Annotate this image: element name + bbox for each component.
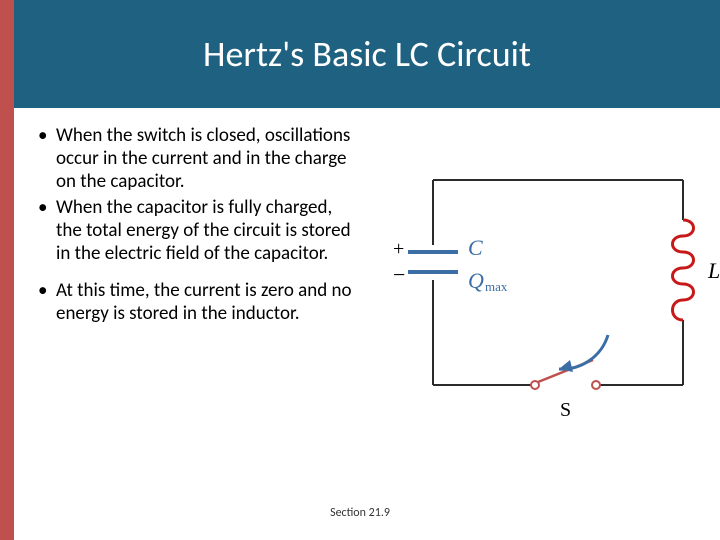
cap-plus-label: +	[393, 238, 404, 260]
capacitor-q-label: Q	[468, 268, 484, 293]
capacitor-c-label: C	[468, 235, 483, 260]
bullet-item: When the switch is closed, oscillations …	[28, 125, 358, 193]
lc-circuit-diagram: + − C Q max L S	[383, 160, 720, 440]
slide-header: Hertz's Basic LC Circuit	[14, 0, 720, 108]
bullet-list: When the switch is closed, oscillations …	[28, 125, 358, 325]
circuit-svg: + − C Q max L S	[383, 160, 720, 440]
section-label: Section 21.9	[0, 506, 720, 520]
capacitor-qmax-label: max	[485, 279, 508, 294]
switch-label: S	[560, 399, 571, 421]
slide-title: Hertz's Basic LC Circuit	[203, 32, 531, 76]
cap-minus-label: −	[393, 262, 405, 287]
inductor-label: L	[707, 258, 720, 283]
bullet-item: When the capacitor is fully charged, the…	[28, 197, 358, 265]
accent-sidebar	[0, 0, 14, 540]
slide-content: When the switch is closed, oscillations …	[28, 125, 708, 329]
sub-bullet-item: At this time, the current is zero and no…	[28, 280, 358, 326]
